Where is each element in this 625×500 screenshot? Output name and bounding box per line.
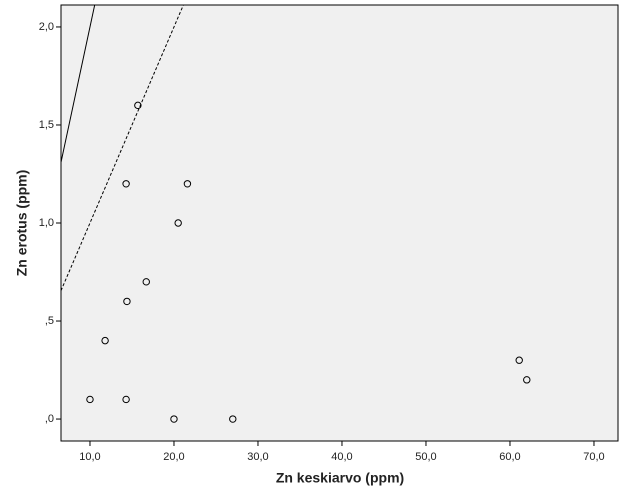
plot-content	[61, 5, 531, 423]
data-point	[170, 415, 178, 423]
data-point	[229, 415, 237, 423]
x-tick-label: 20,0	[163, 451, 184, 463]
x-tick-label: 50,0	[415, 451, 436, 463]
x-tick-label: 40,0	[331, 451, 352, 463]
data-point	[174, 219, 182, 227]
y-tick-label: 2,0	[39, 21, 54, 33]
x-tick-label: 30,0	[247, 451, 268, 463]
data-point	[134, 101, 142, 110]
data-point	[523, 376, 531, 384]
y-tick-label: 1,5	[39, 119, 54, 131]
y-tick-label: 1,0	[39, 217, 54, 229]
data-point	[86, 395, 94, 404]
x-axis-title: Zn keskiarvo (ppm)	[276, 470, 404, 486]
y-tick-label: ,5	[45, 315, 54, 327]
data-point	[123, 297, 131, 306]
y-tick-label: ,0	[45, 413, 54, 425]
data-point	[183, 180, 192, 188]
data-point	[122, 395, 130, 404]
data-point	[122, 180, 130, 188]
x-tick-label: 60,0	[499, 451, 520, 463]
data-point	[101, 336, 109, 345]
data-point	[515, 356, 523, 364]
x-tick-label: 70,0	[583, 451, 604, 463]
x-tick-label: 10,0	[79, 451, 100, 463]
y-axis-title: Zn erotus (ppm)	[14, 170, 30, 277]
plot-area	[61, 5, 618, 441]
data-point	[142, 278, 150, 286]
reference-line	[61, 5, 184, 291]
